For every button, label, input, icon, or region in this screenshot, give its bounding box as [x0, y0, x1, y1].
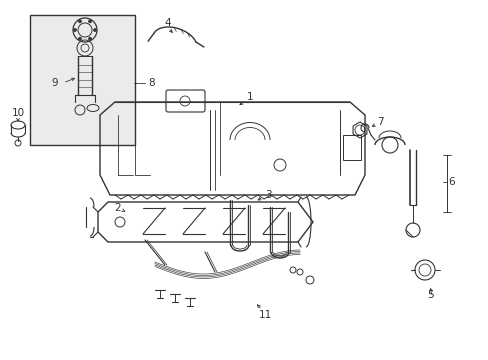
Circle shape: [79, 20, 81, 23]
Text: 7: 7: [376, 117, 383, 127]
Circle shape: [93, 28, 96, 32]
Text: 4: 4: [164, 18, 171, 28]
Text: 1: 1: [246, 92, 253, 102]
Circle shape: [88, 37, 91, 40]
Text: 10: 10: [11, 108, 24, 118]
Text: 3: 3: [264, 190, 271, 200]
Circle shape: [79, 37, 81, 40]
FancyBboxPatch shape: [30, 15, 135, 145]
Text: 8: 8: [148, 78, 155, 88]
Text: 9: 9: [52, 78, 58, 88]
Bar: [342, 135, 360, 160]
Circle shape: [88, 20, 91, 23]
Text: 2: 2: [115, 203, 121, 213]
Text: 11: 11: [258, 310, 271, 320]
Circle shape: [73, 28, 76, 32]
Text: 5: 5: [426, 290, 432, 300]
Text: 6: 6: [448, 177, 454, 187]
